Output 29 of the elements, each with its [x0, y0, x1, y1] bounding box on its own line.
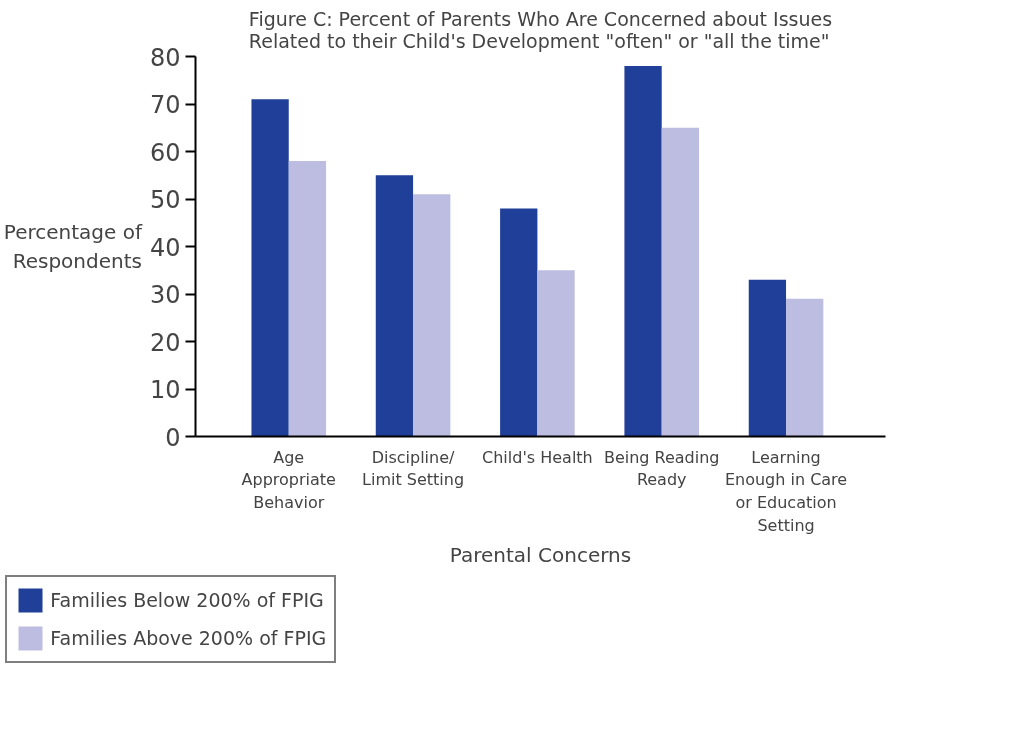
x-tick-label: Learning Enough in Care or Education Setting — [724, 447, 848, 535]
chart-title: Figure C: Percent of Parents Who Are Concerned about Issues Related to their Child's Development "often" or "all the time" — [248, 7, 833, 52]
bar — [786, 298, 824, 437]
x-axis-title: Parental Concerns — [449, 542, 632, 567]
x-tick-label: Being Reading Ready — [603, 447, 720, 490]
y-tick-label: 60 — [149, 138, 181, 167]
bar — [748, 279, 787, 437]
bar — [375, 175, 414, 437]
y-tick-label: 20 — [149, 328, 181, 357]
bar — [624, 66, 662, 437]
y-tick-label: 70 — [149, 91, 181, 119]
bar — [537, 270, 575, 437]
y-tick-label: 80 — [149, 43, 181, 72]
bar — [251, 99, 289, 437]
bar — [288, 161, 327, 437]
bar — [413, 194, 451, 437]
legend-label: Families Below 200% of FPIG — [50, 589, 324, 611]
x-tick-label: Age Appropriate Behavior — [241, 447, 336, 513]
y-axis-title: Percentage of Respondents — [3, 220, 143, 273]
y-tick-label: 0 — [165, 423, 181, 452]
bar — [661, 127, 700, 437]
y-tick-label: 30 — [149, 281, 181, 309]
bar — [500, 208, 538, 437]
legend-label: Families Above 200% of FPIG — [50, 627, 327, 649]
y-tick-label: 40 — [149, 233, 181, 262]
x-tick-label: Child's Health — [482, 447, 593, 467]
x-tick-label: Discipline/ Limit Setting — [362, 447, 465, 490]
y-tick-label: 50 — [149, 186, 181, 214]
y-tick-label: 10 — [149, 376, 181, 404]
